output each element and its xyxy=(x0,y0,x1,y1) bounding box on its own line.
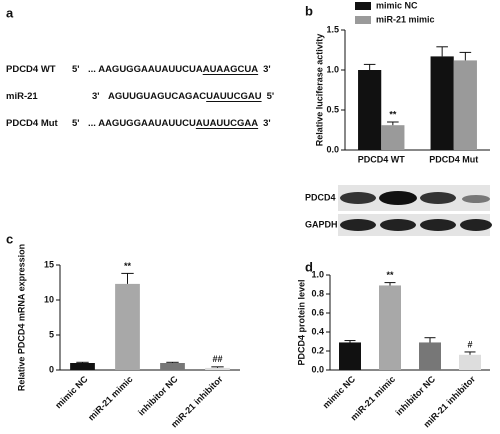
band xyxy=(379,191,417,205)
y-tick-label: 0.0 xyxy=(326,144,339,154)
x-tick-label: PDCD4 Mut xyxy=(429,154,478,164)
legend-swatch xyxy=(355,2,371,10)
sequence-right: 3' xyxy=(263,118,271,129)
band xyxy=(462,195,490,203)
sequence-pre: ... AAGUGGAAUAUUCU xyxy=(88,118,196,129)
panel-letter: b xyxy=(305,3,313,18)
x-tick-label: mimic NC xyxy=(321,374,358,411)
bar xyxy=(160,363,185,370)
sequence-name: PDCD4 Mut xyxy=(6,118,58,129)
sequence: ... AAGUGGAAUAUUCUAAUAAGCUA 3' xyxy=(88,64,271,75)
y-axis-label: PDCD4 protein level xyxy=(296,279,306,365)
band xyxy=(420,219,456,231)
panel-letter: c xyxy=(6,231,13,246)
sequence-core: AUAAGCUA xyxy=(202,64,259,75)
sequence-left: 5' xyxy=(72,64,80,75)
bar xyxy=(379,285,401,370)
sequence-name: miR-21 xyxy=(6,91,38,102)
blot-label: PDCD4 xyxy=(305,192,336,202)
significance-label: ** xyxy=(386,270,394,280)
y-tick-label: 1.0 xyxy=(326,64,339,74)
bar xyxy=(339,342,361,370)
x-tick-label: PDCD4 WT xyxy=(358,154,406,164)
y-tick-label: 1.5 xyxy=(326,24,339,34)
bar xyxy=(459,354,481,370)
y-axis-label: Relative PDCD4 mRNA expression xyxy=(16,244,26,391)
sequence-left: 3' xyxy=(92,91,100,102)
band xyxy=(340,219,376,231)
y-tick-label: 10 xyxy=(44,294,54,304)
y-tick-label: 1.0 xyxy=(311,269,324,279)
sequence-pre: ... AAGUGGAAUAUUCUA xyxy=(88,64,203,75)
y-tick-label: 0 xyxy=(49,364,54,374)
bar xyxy=(205,367,230,370)
band xyxy=(380,219,416,231)
y-tick-label: 0.5 xyxy=(326,104,339,114)
significance-label: ** xyxy=(124,261,132,271)
sequence-name: PDCD4 WT xyxy=(6,64,56,75)
western-blot: PDCD4 GAPDH xyxy=(305,185,492,236)
panel-letter: d xyxy=(305,259,313,274)
y-tick-label: 0.2 xyxy=(311,345,324,355)
bar xyxy=(430,56,454,150)
sequence-core: AUAUUCGAA xyxy=(195,118,259,129)
band xyxy=(420,192,456,204)
y-tick-label: 15 xyxy=(44,259,54,269)
bar xyxy=(358,70,382,150)
y-tick-label: 5 xyxy=(49,329,54,339)
legend-label: mimic NC xyxy=(376,0,418,10)
y-tick-label: 0.8 xyxy=(311,288,324,298)
y-tick-label: 0.6 xyxy=(311,307,324,317)
y-tick-label: 0.0 xyxy=(311,364,324,374)
blot-label: GAPDH xyxy=(305,219,338,229)
y-tick-label: 0.4 xyxy=(311,326,324,336)
bar xyxy=(453,60,477,150)
x-tick-label: inhibitor NC xyxy=(136,374,180,418)
bar xyxy=(419,342,441,370)
band xyxy=(460,219,492,231)
bar xyxy=(70,363,95,370)
sequence-left: 5' xyxy=(72,118,80,129)
significance-label: ** xyxy=(389,109,397,119)
legend-label: miR-21 mimic xyxy=(376,14,435,24)
band xyxy=(340,192,376,204)
x-tick-label: mimic NC xyxy=(53,374,90,411)
significance-label: ## xyxy=(212,354,222,364)
bar xyxy=(381,125,405,150)
sequence: AGUUGUAGUCAGACUAUUCGAU 5' xyxy=(108,91,274,102)
x-tick-label: miR-21 mimic xyxy=(86,374,134,422)
sequence-right: 3' xyxy=(263,64,271,75)
sequence: ... AAGUGGAAUAUUCUAUAUUCGAA 3' xyxy=(88,118,271,129)
sequence-right: 5' xyxy=(266,91,275,102)
legend-swatch xyxy=(355,16,371,24)
x-tick-label: inhibitor NC xyxy=(394,374,438,418)
sequence-core: UAUUCGAU xyxy=(206,91,262,102)
significance-label: # xyxy=(467,339,472,349)
panel-letter: a xyxy=(6,5,14,20)
sequence-pre: AGUUGUAGUCAGAC xyxy=(108,91,207,102)
y-axis-label: Relative luciferase activity xyxy=(314,34,324,147)
bar xyxy=(115,283,140,370)
